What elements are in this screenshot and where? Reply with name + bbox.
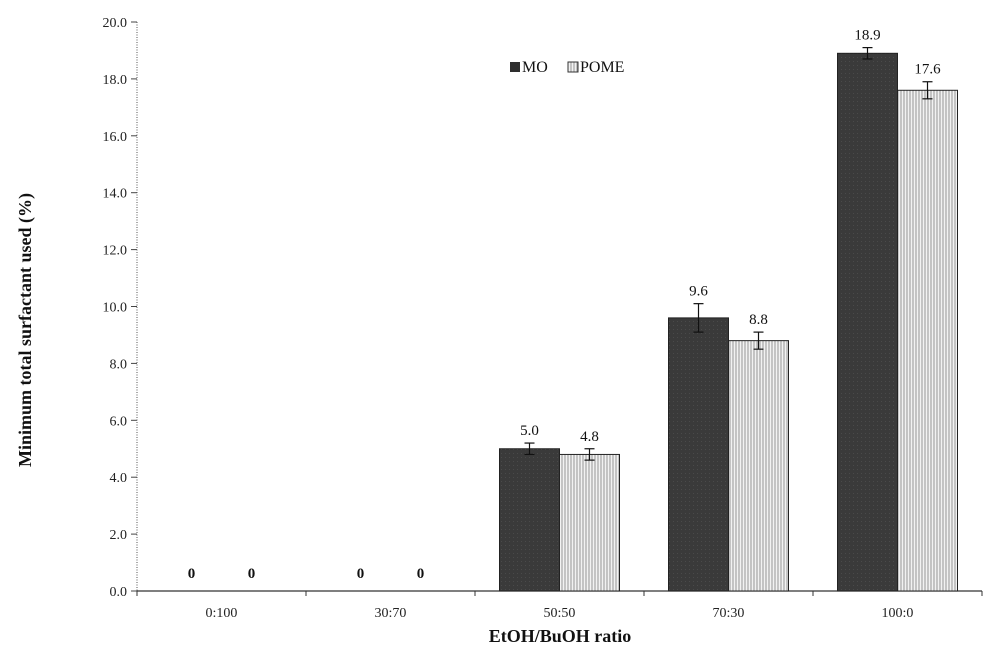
y-tick-label: 6.0 <box>110 414 128 429</box>
x-axis: 0:100 30:70 50:50 70:30 100:0 <box>136 590 983 621</box>
data-label-mo-2: 5.0 <box>520 423 539 439</box>
legend: MO POME <box>510 59 624 76</box>
data-label-pome-1: 0 <box>417 566 425 582</box>
data-label-pome-0: 0 <box>248 566 256 582</box>
data-label-pome-3: 8.8 <box>749 312 768 328</box>
bar-mo-2 <box>499 448 560 592</box>
y-tick-label: 0.0 <box>110 585 128 600</box>
data-label-pome-2: 4.8 <box>580 429 599 445</box>
x-tick-label: 0:100 <box>206 606 238 621</box>
bar-pome-2 <box>559 453 620 592</box>
plot-area: 0.02.04.06.08.010.012.014.016.018.020.0 … <box>103 16 983 621</box>
y-tick-label: 16.0 <box>103 130 128 145</box>
y-tick-label: 18.0 <box>103 73 128 88</box>
y-tick-label: 4.0 <box>110 471 128 486</box>
x-axis-title: EtOH/BuOH ratio <box>489 626 632 646</box>
x-tick-label: 30:70 <box>375 606 407 621</box>
legend-swatch-mo <box>510 62 520 72</box>
y-axis-title: Minimum total surfactant used (%) <box>15 193 36 467</box>
bars: 0 0 5.0 9.6 18.9 0 0 4.8 8.8 17.6 <box>188 28 958 592</box>
bar-mo-3 <box>668 317 729 592</box>
legend-label-pome: POME <box>580 59 624 76</box>
data-label-mo-0: 0 <box>188 566 196 582</box>
y-tick-label: 10.0 <box>103 301 128 316</box>
legend-swatch-pome <box>567 61 579 73</box>
bar-pome-3 <box>728 340 789 592</box>
y-tick-label: 12.0 <box>103 244 128 259</box>
y-axis: 0.0 2.0 4.0 6.0 8.0 10.0 12.0 14.0 16.0 18.0 20.0 <box>103 16 138 600</box>
data-label-mo-1: 0 <box>357 566 365 582</box>
x-tick-label: 100:0 <box>882 606 914 621</box>
data-label-mo-3: 9.6 <box>689 284 708 300</box>
legend-label-mo: MO <box>522 59 548 76</box>
bar-mo-4 <box>837 52 898 592</box>
x-tick-label: 70:30 <box>713 606 745 621</box>
y-tick-label: 20.0 <box>103 16 128 31</box>
data-label-pome-4: 17.6 <box>914 62 941 78</box>
y-tick-label: 2.0 <box>110 528 128 543</box>
x-tick-label: 50:50 <box>544 606 576 621</box>
bar-pome-4 <box>897 89 958 592</box>
data-label-mo-4: 18.9 <box>854 28 880 44</box>
y-tick-label: 14.0 <box>103 187 128 202</box>
y-tick-label: 8.0 <box>110 357 128 372</box>
